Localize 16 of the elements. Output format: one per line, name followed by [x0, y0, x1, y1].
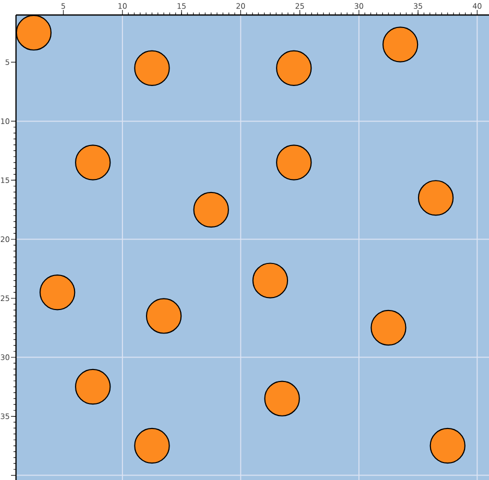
point [252, 262, 288, 298]
point [430, 428, 466, 464]
point [264, 380, 300, 416]
point [418, 180, 454, 216]
point [75, 368, 111, 405]
point [276, 144, 312, 180]
point [134, 428, 170, 464]
point [16, 14, 52, 51]
point [370, 310, 406, 346]
point [276, 50, 312, 86]
point [193, 192, 229, 228]
point [382, 26, 418, 62]
point [146, 298, 182, 334]
point [40, 274, 76, 310]
point [134, 50, 170, 86]
point [75, 144, 111, 180]
